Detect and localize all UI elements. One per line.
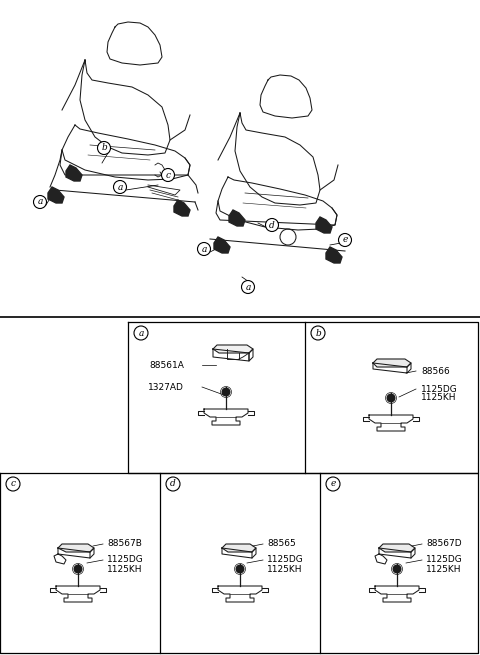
- Circle shape: [161, 168, 175, 181]
- Polygon shape: [214, 237, 230, 253]
- Polygon shape: [379, 544, 415, 552]
- Text: 1327AD: 1327AD: [148, 383, 184, 392]
- Text: e: e: [342, 236, 348, 244]
- Circle shape: [326, 477, 340, 491]
- Text: c: c: [11, 479, 15, 489]
- Text: e: e: [330, 479, 336, 489]
- Text: 88566: 88566: [421, 367, 450, 375]
- Text: d: d: [170, 479, 176, 489]
- Circle shape: [97, 141, 110, 155]
- Text: a: a: [117, 183, 123, 191]
- Circle shape: [236, 565, 244, 573]
- Polygon shape: [213, 345, 253, 353]
- Text: c: c: [166, 170, 170, 179]
- Text: 88567B: 88567B: [107, 540, 142, 548]
- Text: a: a: [138, 329, 144, 337]
- Text: 88567D: 88567D: [426, 540, 462, 548]
- Circle shape: [241, 280, 254, 293]
- Circle shape: [6, 477, 20, 491]
- Polygon shape: [326, 247, 342, 263]
- Text: d: d: [269, 221, 275, 229]
- Text: a: a: [37, 198, 43, 206]
- Circle shape: [134, 326, 148, 340]
- Circle shape: [74, 565, 82, 573]
- Text: a: a: [201, 244, 207, 253]
- Circle shape: [265, 219, 278, 231]
- Text: 1125KH: 1125KH: [421, 394, 456, 403]
- Circle shape: [166, 477, 180, 491]
- Polygon shape: [174, 200, 190, 216]
- Text: 1125KH: 1125KH: [107, 565, 143, 574]
- Text: 1125DG: 1125DG: [421, 384, 458, 394]
- Text: b: b: [315, 329, 321, 337]
- Text: 88565: 88565: [267, 540, 296, 548]
- Text: 1125DG: 1125DG: [267, 555, 304, 565]
- Text: 88561A: 88561A: [149, 360, 184, 369]
- Circle shape: [222, 388, 230, 396]
- Circle shape: [311, 326, 325, 340]
- Text: a: a: [245, 282, 251, 291]
- Polygon shape: [58, 544, 94, 552]
- Text: 1125KH: 1125KH: [426, 565, 461, 574]
- Polygon shape: [48, 187, 64, 203]
- Polygon shape: [229, 210, 245, 226]
- Polygon shape: [222, 544, 256, 552]
- Polygon shape: [373, 359, 411, 367]
- Text: 1125DG: 1125DG: [426, 555, 463, 565]
- Circle shape: [113, 181, 127, 193]
- Text: 1125DG: 1125DG: [107, 555, 144, 565]
- Text: b: b: [101, 143, 107, 153]
- Circle shape: [338, 233, 351, 246]
- Polygon shape: [316, 217, 332, 233]
- Circle shape: [393, 565, 401, 573]
- Circle shape: [34, 195, 47, 208]
- Circle shape: [387, 394, 395, 402]
- Polygon shape: [66, 165, 82, 181]
- Text: 1125KH: 1125KH: [267, 565, 302, 574]
- Circle shape: [197, 242, 211, 255]
